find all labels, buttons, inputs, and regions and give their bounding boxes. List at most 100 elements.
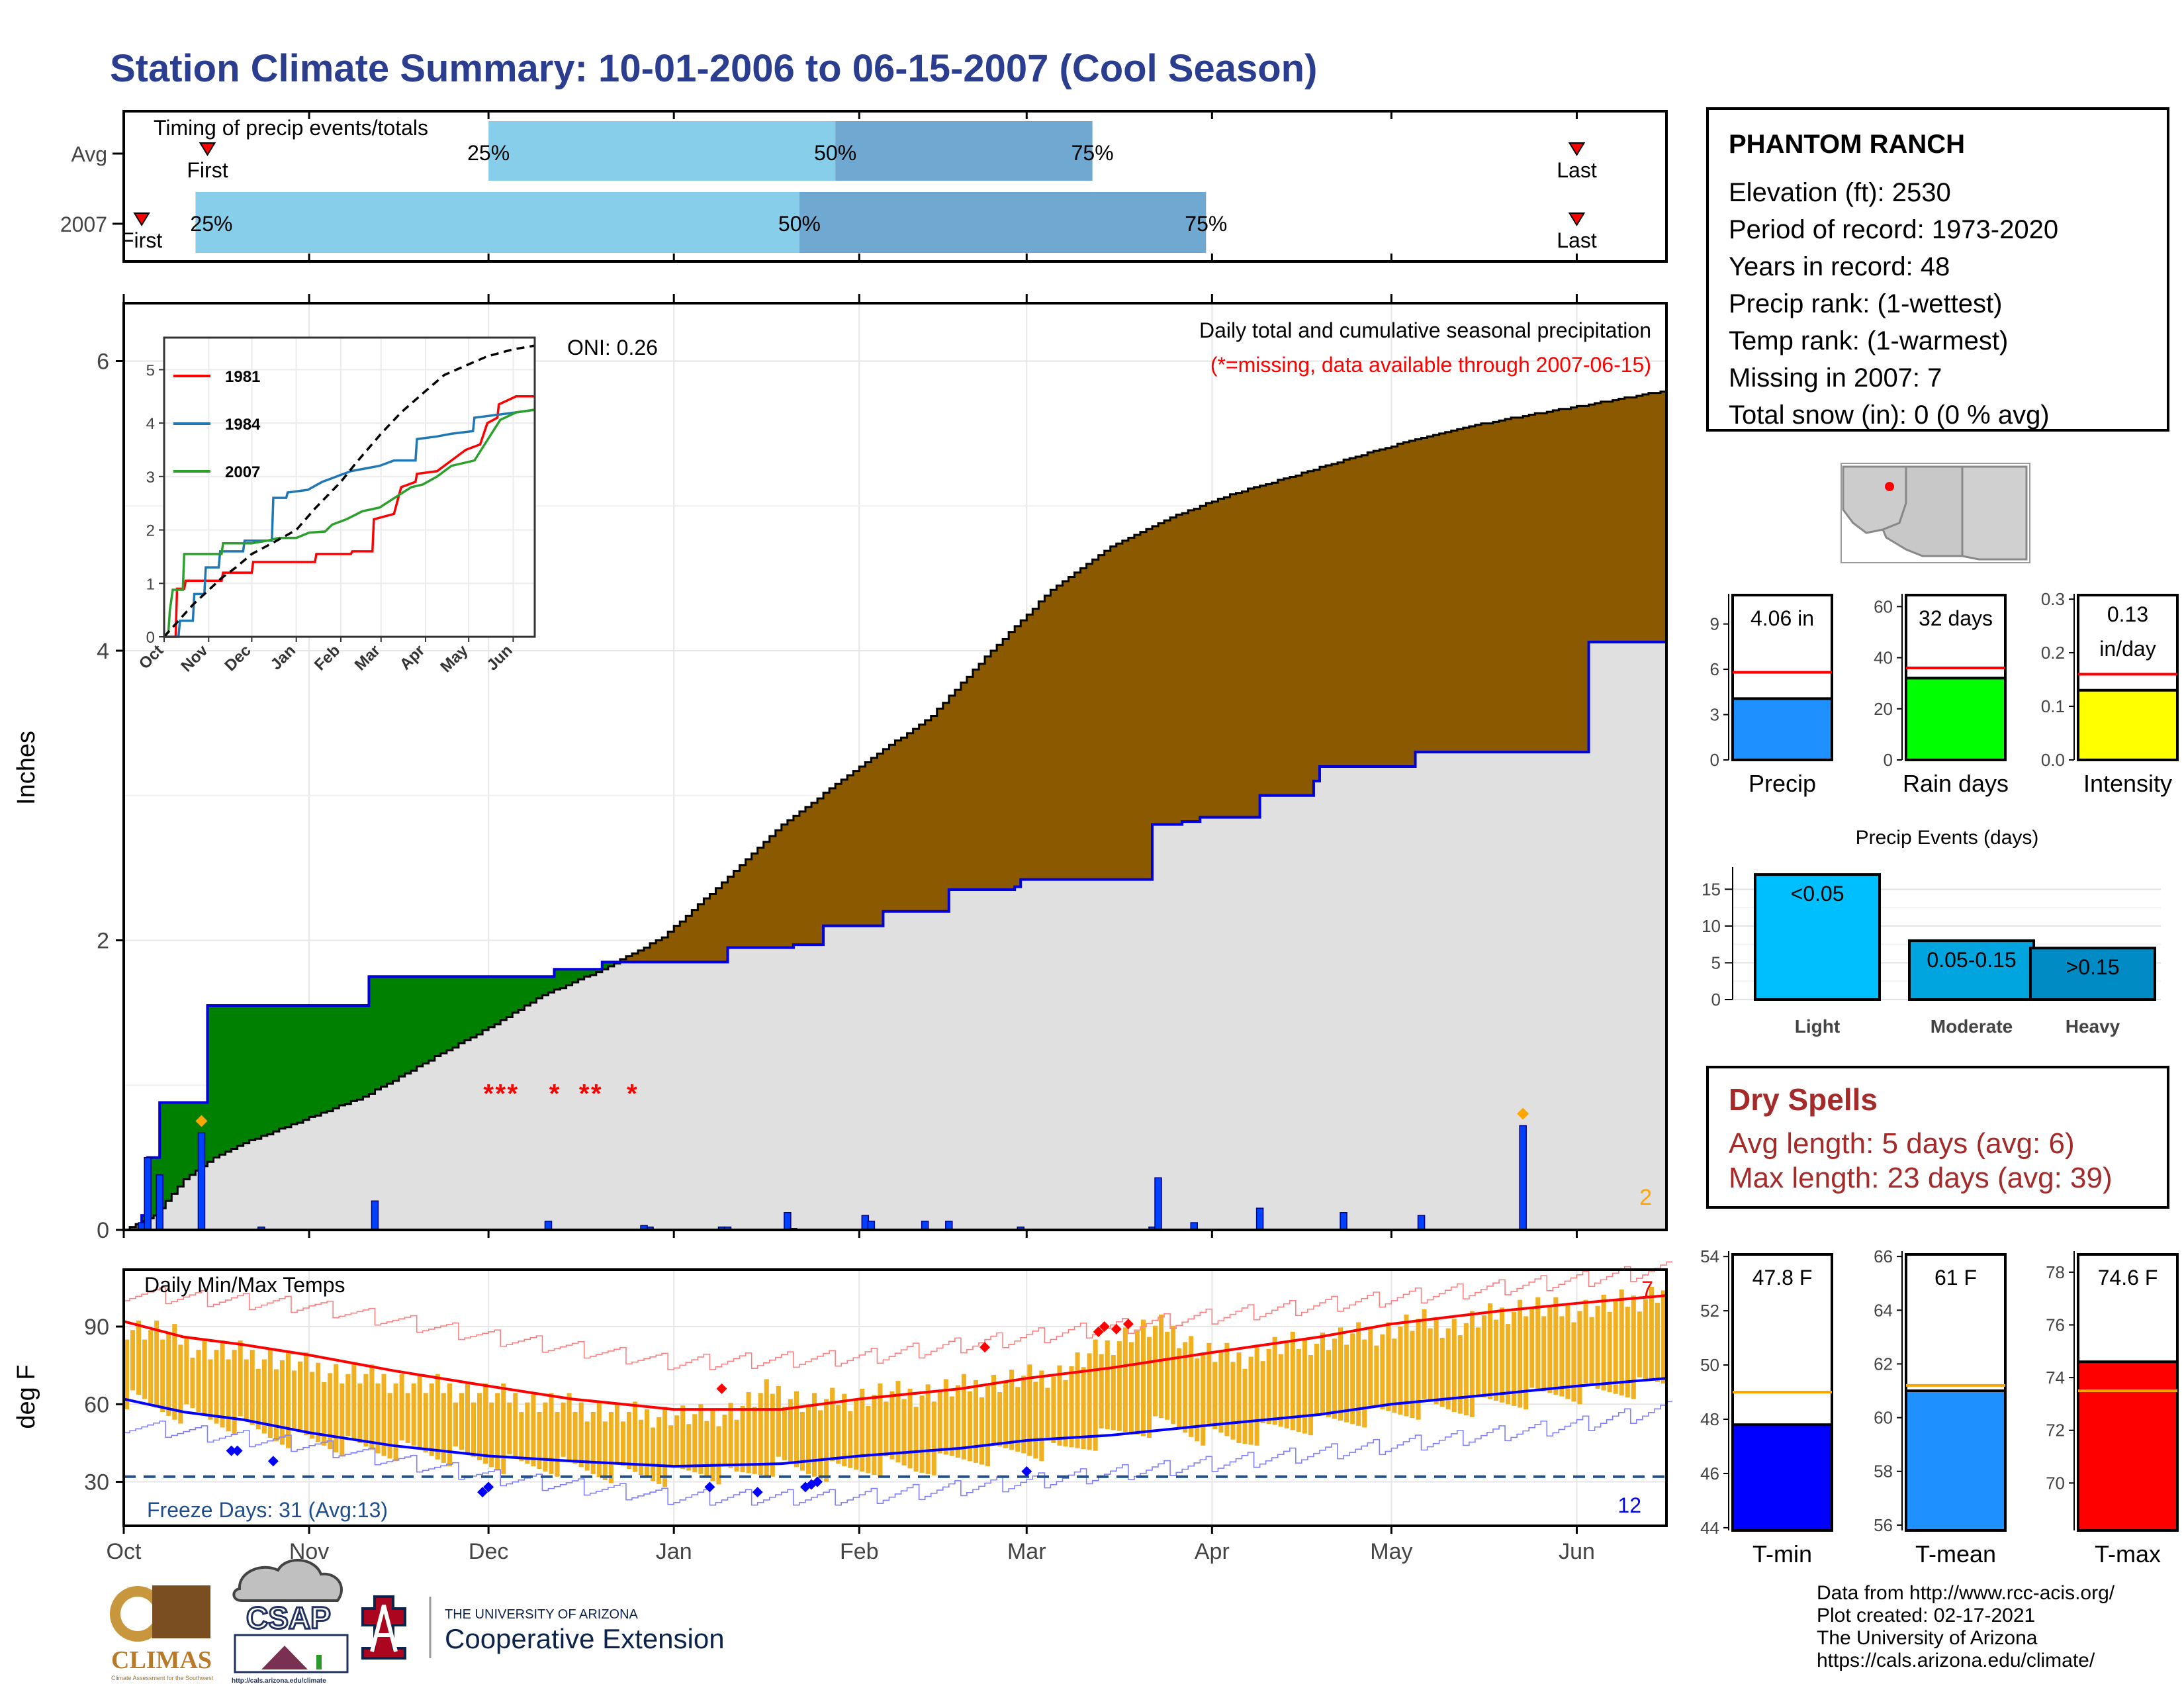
T-max-ytick-label: 78 (2046, 1262, 2065, 1282)
timing-q75-label: 75% (1185, 212, 1227, 236)
wet-diff-area (464, 976, 471, 1041)
cumulative-base-area (1492, 752, 1500, 1230)
daily-temp-range-bar (889, 1391, 895, 1460)
daily-temp-range-bar (196, 1350, 201, 1412)
dry-diff-area (931, 716, 938, 912)
cumulative-base-area (458, 1043, 465, 1230)
daily-temp-range-bar (1045, 1387, 1050, 1440)
cumulative-base-area (948, 889, 956, 1230)
daily-temp-range-bar (184, 1336, 189, 1405)
record-max-line (124, 1261, 1673, 1370)
T-mean-ytick-label: 66 (1874, 1246, 1893, 1266)
daily-temp-range-bar (1410, 1331, 1415, 1419)
inset-ytick-label: 3 (146, 469, 155, 487)
cumulative-base-area (1338, 767, 1344, 1230)
dry-diff-area (1116, 543, 1123, 880)
daily-temp-range-bar (578, 1402, 584, 1468)
dry-diff-area (1553, 410, 1559, 753)
daily-temp-range-bar (465, 1383, 471, 1454)
dry-diff-area (1253, 487, 1261, 818)
cumulative-base-area (428, 1060, 435, 1230)
cumulative-base-area (219, 1154, 226, 1230)
cumulative-base-area (518, 1009, 525, 1230)
cumulative-base-area (536, 998, 543, 1230)
dry-diff-area (799, 811, 806, 945)
daily-temp-range-bar (220, 1340, 225, 1428)
dry-diff-area (1391, 446, 1398, 767)
cumulative-base-area (321, 1112, 328, 1230)
daily-temp-range-bar (608, 1412, 614, 1483)
daily-temp-range-bar (836, 1405, 841, 1464)
wet-diff-area (572, 969, 579, 982)
wet-diff-area (596, 969, 603, 972)
dry-diff-area (1009, 632, 1015, 890)
daily-temp-range-bar (710, 1409, 715, 1481)
daily-temp-range-bar (1260, 1361, 1265, 1423)
daily-temp-range-bar (626, 1412, 631, 1469)
cumulative-base-area (1600, 641, 1608, 1230)
daily-temp-range-bar (1661, 1290, 1666, 1383)
dry-diff-area (997, 645, 1003, 890)
dry-diff-area (769, 836, 776, 948)
daily-temp-range-bar (273, 1369, 279, 1442)
cumulative-base-area (1439, 752, 1446, 1230)
cumulative-base-area (1236, 817, 1243, 1230)
wet-diff-area (261, 1005, 268, 1136)
cumulative-base-area (410, 1070, 418, 1230)
cumulative-base-area (1265, 795, 1273, 1230)
daily-temp-range-bar (405, 1393, 410, 1443)
cumulative-base-area (625, 962, 633, 1230)
dry-diff-area (1618, 399, 1625, 642)
daily-temp-range-bar (1248, 1356, 1253, 1445)
wet-diff-area (189, 1102, 197, 1175)
daily-temp-range-bar (1069, 1366, 1074, 1448)
timing-q50-label: 50% (778, 212, 821, 236)
daily-temp-range-bar (328, 1373, 333, 1450)
wet-diff-area (482, 976, 489, 1031)
daily-temp-range-bar (310, 1372, 315, 1439)
daily-temp-range-bar (477, 1393, 482, 1460)
dry-diff-area (942, 702, 950, 912)
timing-bar-q2 (835, 121, 1093, 181)
wet-diff-area (357, 1005, 363, 1100)
cumulative-base-area (1499, 752, 1506, 1230)
daily-temp-range-bar (1153, 1325, 1158, 1417)
cumulative-base-area (477, 1034, 483, 1230)
cumulative-base-area (698, 962, 704, 1230)
average-max-line (123, 1294, 1667, 1411)
daily-temp-range-bar (1589, 1317, 1594, 1386)
wet-diff-area (237, 1005, 244, 1147)
cumulative-base-area (482, 1030, 489, 1230)
cumulative-base-area (1535, 752, 1541, 1230)
daily-temp-range-bar (160, 1339, 165, 1412)
cumulative-base-area (1594, 641, 1602, 1230)
cumulative-base-area (440, 1053, 447, 1230)
cumulative-base-area (1146, 879, 1153, 1230)
precip-frame (122, 302, 1668, 1231)
daily-temp-range-bar (1398, 1327, 1403, 1415)
cumulative-base-area (739, 947, 747, 1230)
events-value-label: >0.15 (2066, 955, 2120, 979)
cumulative-base-area (817, 945, 824, 1230)
dry-diff-area (1427, 436, 1434, 753)
cumulative-base-area (471, 1037, 477, 1230)
daily-temp-range-bar (1122, 1327, 1128, 1432)
dry-diff-area (745, 859, 752, 948)
inset-legend-label: 1981 (225, 368, 260, 386)
station-snow: Total snow (in): 0 (0 % avg) (1729, 400, 2050, 430)
max-day-count: 2 (1639, 1185, 1652, 1210)
cumulative-base-area (1427, 752, 1434, 1230)
credit-url: https://cals.arizona.edu/climate/ (1817, 1650, 2095, 1671)
Intensity-ytick-label: 0.0 (2041, 750, 2065, 770)
cumulative-base-area (1391, 767, 1398, 1230)
daily-temp-range-bar (1146, 1336, 1152, 1438)
wet-diff-area (207, 1005, 214, 1162)
cumulative-base-area (1379, 767, 1386, 1230)
cumulative-base-area (1319, 767, 1326, 1230)
T-min-ytick-label: 50 (1700, 1355, 1719, 1375)
T-max-ytick-label: 76 (2046, 1315, 2065, 1335)
cumulative-base-area (1242, 817, 1249, 1230)
cumulative-base-area (1612, 641, 1619, 1230)
Intensity-ytick-label: 0.2 (2041, 643, 2065, 663)
